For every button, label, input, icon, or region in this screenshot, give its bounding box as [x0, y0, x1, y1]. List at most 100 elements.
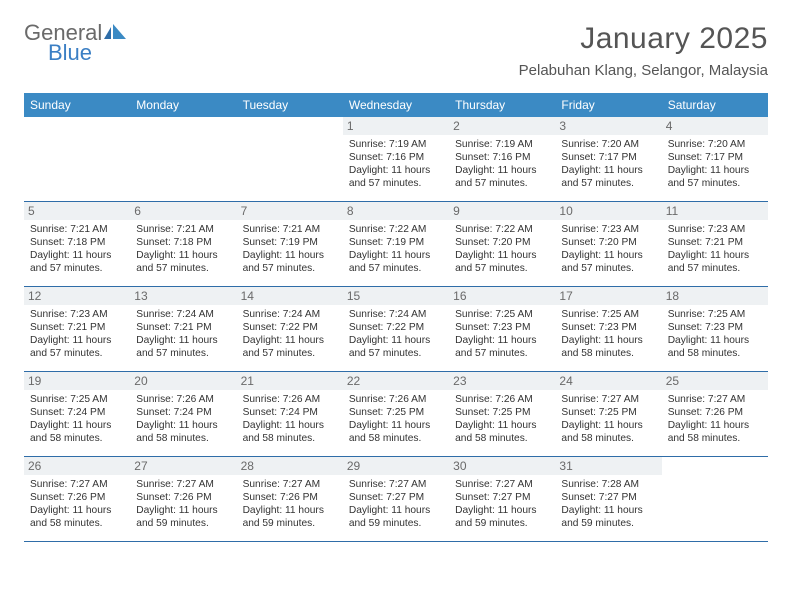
title-block: January 2025 Pelabuhan Klang, Selangor, … — [519, 22, 768, 79]
empty-cell — [237, 117, 343, 201]
day-cell: 1Sunrise: 7:19 AMSunset: 7:16 PMDaylight… — [343, 117, 449, 201]
day-number: 29 — [343, 457, 449, 475]
day-detail: Sunrise: 7:27 AMSunset: 7:26 PMDaylight:… — [30, 478, 124, 530]
day-cell: 9 Sunrise: 7:22 AMSunset: 7:20 PMDaylight… — [449, 202, 555, 286]
day-cell: 13Sunrise: 7:24 AMSunset: 7:21 PMDayligh… — [130, 287, 236, 371]
day-number: 30 — [449, 457, 555, 475]
day-detail: Sunrise: 7:19 AMSunset: 7:16 PMDaylight:… — [455, 138, 549, 190]
day-detail: Sunrise: 7:27 AMSunset: 7:25 PMDaylight:… — [561, 393, 655, 445]
brand-logo: GeneralBlue — [24, 22, 128, 64]
day-detail: Sunrise: 7:27 AMSunset: 7:26 PMDaylight:… — [243, 478, 337, 530]
day-detail: Sunrise: 7:28 AMSunset: 7:27 PMDaylight:… — [561, 478, 655, 530]
day-detail: Sunrise: 7:24 AMSunset: 7:22 PMDaylight:… — [349, 308, 443, 360]
day-cell: 12Sunrise: 7:23 AMSunset: 7:21 PMDayligh… — [24, 287, 130, 371]
day-number: 20 — [130, 372, 236, 390]
weekday-saturday: Saturday — [662, 93, 768, 117]
day-cell: 11Sunrise: 7:23 AMSunset: 7:21 PMDayligh… — [662, 202, 768, 286]
day-number: 26 — [24, 457, 130, 475]
day-number: 16 — [449, 287, 555, 305]
day-cell: 24 Sunrise: 7:27 AMSunset: 7:25 PMDayligh… — [555, 372, 661, 456]
day-number: 2 — [449, 117, 555, 135]
day-cell: 19Sunrise: 7:25 AMSunset: 7:24 PMDayligh… — [24, 372, 130, 456]
day-cell: 17 Sunrise: 7:25 AMSunset: 7:23 PMDayligh… — [555, 287, 661, 371]
day-detail: Sunrise: 7:26 AMSunset: 7:25 PMDaylight:… — [349, 393, 443, 445]
day-number: 6 — [130, 202, 236, 220]
day-detail: Sunrise: 7:27 AMSunset: 7:27 PMDaylight:… — [455, 478, 549, 530]
day-detail: Sunrise: 7:23 AMSunset: 7:20 PMDaylight:… — [561, 223, 655, 275]
day-number: 15 — [343, 287, 449, 305]
day-number: 9 — [449, 202, 555, 220]
day-detail: Sunrise: 7:25 AMSunset: 7:23 PMDaylight:… — [668, 308, 762, 360]
day-cell: 8 Sunrise: 7:22 AMSunset: 7:19 PMDaylight… — [343, 202, 449, 286]
day-detail: Sunrise: 7:23 AMSunset: 7:21 PMDaylight:… — [30, 308, 124, 360]
calendar-weeks: 1Sunrise: 7:19 AMSunset: 7:16 PMDaylight… — [24, 117, 768, 542]
header: GeneralBlue January 2025 Pelabuhan Klang… — [24, 22, 768, 79]
day-cell: 22 Sunrise: 7:26 AMSunset: 7:25 PMDayligh… — [343, 372, 449, 456]
day-cell: 16 Sunrise: 7:25 AMSunset: 7:23 PMDayligh… — [449, 287, 555, 371]
day-detail: Sunrise: 7:27 AMSunset: 7:27 PMDaylight:… — [349, 478, 443, 530]
day-number: 3 — [555, 117, 661, 135]
week-row: 26 Sunrise: 7:27 AMSunset: 7:26 PMDayligh… — [24, 457, 768, 542]
day-number: 8 — [343, 202, 449, 220]
day-cell: 2 Sunrise: 7:19 AMSunset: 7:16 PMDaylight… — [449, 117, 555, 201]
day-cell: 31 Sunrise: 7:28 AMSunset: 7:27 PMDayligh… — [555, 457, 661, 541]
day-cell: 25 Sunrise: 7:27 AMSunset: 7:26 PMDayligh… — [662, 372, 768, 456]
day-detail: Sunrise: 7:26 AMSunset: 7:24 PMDaylight:… — [136, 393, 230, 445]
day-detail: Sunrise: 7:22 AMSunset: 7:20 PMDaylight:… — [455, 223, 549, 275]
day-detail: Sunrise: 7:25 AMSunset: 7:23 PMDaylight:… — [455, 308, 549, 360]
day-number: 28 — [237, 457, 343, 475]
day-detail: Sunrise: 7:26 AMSunset: 7:24 PMDaylight:… — [243, 393, 337, 445]
day-cell: 28 Sunrise: 7:27 AMSunset: 7:26 PMDayligh… — [237, 457, 343, 541]
day-detail: Sunrise: 7:24 AMSunset: 7:22 PMDaylight:… — [243, 308, 337, 360]
day-detail: Sunrise: 7:25 AMSunset: 7:24 PMDaylight:… — [30, 393, 124, 445]
day-cell: 4 Sunrise: 7:20 AMSunset: 7:17 PMDaylight… — [662, 117, 768, 201]
weekday-header-row: SundayMondayTuesdayWednesdayThursdayFrid… — [24, 93, 768, 117]
weekday-sunday: Sunday — [24, 93, 130, 117]
day-detail: Sunrise: 7:20 AMSunset: 7:17 PMDaylight:… — [561, 138, 655, 190]
day-cell: 29 Sunrise: 7:27 AMSunset: 7:27 PMDayligh… — [343, 457, 449, 541]
week-row: 1Sunrise: 7:19 AMSunset: 7:16 PMDaylight… — [24, 117, 768, 202]
day-detail: Sunrise: 7:24 AMSunset: 7:21 PMDaylight:… — [136, 308, 230, 360]
day-number: 31 — [555, 457, 661, 475]
empty-cell — [662, 457, 768, 541]
day-cell: 5Sunrise: 7:21 AMSunset: 7:18 PMDaylight… — [24, 202, 130, 286]
day-number: 4 — [662, 117, 768, 135]
day-number: 7 — [237, 202, 343, 220]
calendar: SundayMondayTuesdayWednesdayThursdayFrid… — [24, 93, 768, 542]
day-number: 10 — [555, 202, 661, 220]
day-cell: 7 Sunrise: 7:21 AMSunset: 7:19 PMDaylight… — [237, 202, 343, 286]
day-number: 24 — [555, 372, 661, 390]
day-detail: Sunrise: 7:27 AMSunset: 7:26 PMDaylight:… — [136, 478, 230, 530]
day-number: 27 — [130, 457, 236, 475]
day-cell: 6Sunrise: 7:21 AMSunset: 7:18 PMDaylight… — [130, 202, 236, 286]
calendar-page: GeneralBlue January 2025 Pelabuhan Klang… — [0, 0, 792, 542]
week-row: 12Sunrise: 7:23 AMSunset: 7:21 PMDayligh… — [24, 287, 768, 372]
day-cell: 26 Sunrise: 7:27 AMSunset: 7:26 PMDayligh… — [24, 457, 130, 541]
weekday-tuesday: Tuesday — [237, 93, 343, 117]
day-cell: 20 Sunrise: 7:26 AMSunset: 7:24 PMDayligh… — [130, 372, 236, 456]
day-number: 21 — [237, 372, 343, 390]
empty-cell — [24, 117, 130, 201]
day-number: 17 — [555, 287, 661, 305]
day-cell: 10 Sunrise: 7:23 AMSunset: 7:20 PMDayligh… — [555, 202, 661, 286]
day-number: 11 — [662, 202, 768, 220]
day-detail: Sunrise: 7:21 AMSunset: 7:19 PMDaylight:… — [243, 223, 337, 275]
weekday-thursday: Thursday — [449, 93, 555, 117]
day-detail: Sunrise: 7:25 AMSunset: 7:23 PMDaylight:… — [561, 308, 655, 360]
weekday-wednesday: Wednesday — [343, 93, 449, 117]
day-number: 22 — [343, 372, 449, 390]
location-text: Pelabuhan Klang, Selangor, Malaysia — [519, 62, 768, 79]
day-number: 25 — [662, 372, 768, 390]
day-cell: 14Sunrise: 7:24 AMSunset: 7:22 PMDayligh… — [237, 287, 343, 371]
day-detail: Sunrise: 7:27 AMSunset: 7:26 PMDaylight:… — [668, 393, 762, 445]
day-detail: Sunrise: 7:22 AMSunset: 7:19 PMDaylight:… — [349, 223, 443, 275]
day-cell: 30 Sunrise: 7:27 AMSunset: 7:27 PMDayligh… — [449, 457, 555, 541]
month-title: January 2025 — [519, 22, 768, 56]
day-detail: Sunrise: 7:19 AMSunset: 7:16 PMDaylight:… — [349, 138, 443, 190]
day-detail: Sunrise: 7:26 AMSunset: 7:25 PMDaylight:… — [455, 393, 549, 445]
day-detail: Sunrise: 7:20 AMSunset: 7:17 PMDaylight:… — [668, 138, 762, 190]
day-number: 23 — [449, 372, 555, 390]
weekday-friday: Friday — [555, 93, 661, 117]
day-number: 18 — [662, 287, 768, 305]
weekday-monday: Monday — [130, 93, 236, 117]
